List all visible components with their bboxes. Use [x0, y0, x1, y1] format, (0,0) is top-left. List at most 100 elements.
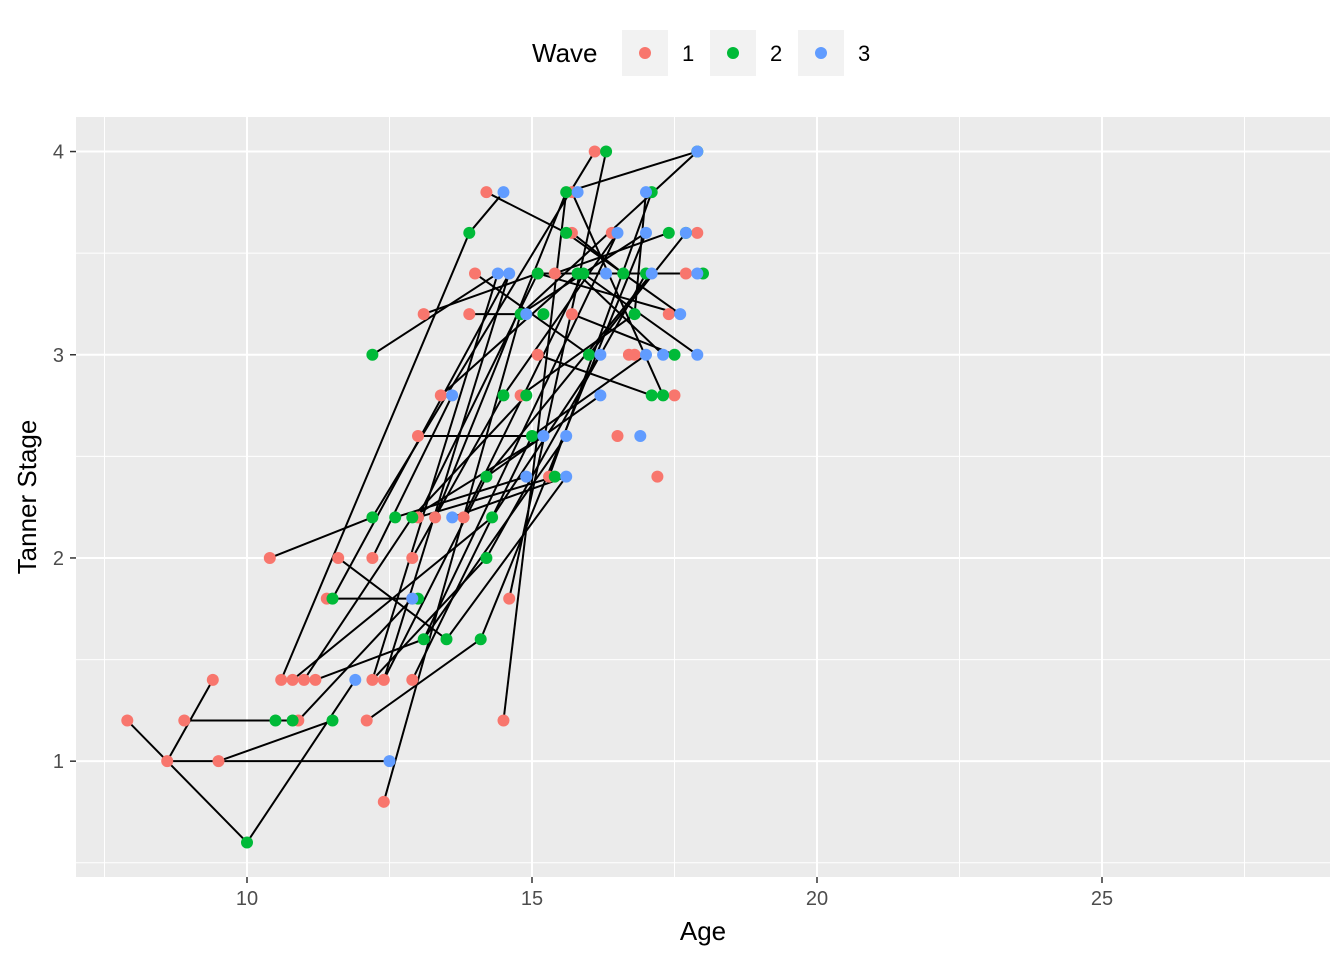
- x-tick-label: 25: [1091, 888, 1113, 910]
- trajectory-line: [571, 313, 675, 356]
- data-point-wave-1: [377, 673, 390, 686]
- data-point-wave-1: [360, 714, 373, 727]
- data-point-wave-2: [417, 633, 430, 646]
- data-point-wave-3: [520, 470, 533, 483]
- data-point-wave-1: [286, 673, 299, 686]
- data-point-wave-2: [520, 389, 533, 402]
- data-point-wave-1: [434, 389, 447, 402]
- data-point-wave-1: [662, 308, 675, 321]
- data-point-wave-1: [548, 267, 561, 280]
- data-point-wave-1: [366, 673, 379, 686]
- data-point-wave-1: [668, 389, 681, 402]
- trajectory-line: [371, 557, 488, 681]
- data-point-wave-1: [406, 673, 419, 686]
- data-point-wave-1: [206, 673, 219, 686]
- data-point-wave-3: [446, 511, 459, 524]
- data-point-wave-3: [560, 470, 573, 483]
- trajectory-line: [366, 638, 482, 722]
- data-point-wave-2: [326, 592, 339, 605]
- data-point-wave-1: [457, 511, 470, 524]
- x-axis-title: Age: [680, 916, 726, 946]
- data-point-wave-1: [121, 714, 134, 727]
- trajectory-line: [218, 719, 333, 763]
- data-point-wave-1: [429, 511, 442, 524]
- data-point-wave-3: [383, 755, 396, 768]
- x-tick-label: 15: [521, 888, 543, 910]
- data-point-wave-2: [389, 511, 402, 524]
- data-point-wave-3: [491, 267, 504, 280]
- data-point-wave-2: [657, 389, 670, 402]
- data-point-wave-1: [565, 308, 578, 321]
- trajectory-line: [570, 191, 665, 396]
- trajectory-line: [417, 475, 556, 519]
- grid-minor: [76, 117, 1330, 877]
- legend-dot-wave-1: [639, 47, 651, 59]
- trajectory-line: [371, 151, 596, 518]
- data-point-wave-1: [480, 186, 493, 199]
- data-point-wave-2: [366, 348, 379, 361]
- trajectory-line: [371, 273, 499, 681]
- data-point-wave-1: [628, 348, 641, 361]
- data-point-wave-3: [640, 186, 652, 199]
- data-point-wave-3: [645, 267, 658, 280]
- plot-panel: [76, 117, 1330, 877]
- data-point-wave-3: [497, 186, 510, 199]
- data-point-wave-3: [611, 226, 624, 239]
- trajectory-line: [485, 272, 647, 559]
- y-tick-label: 1: [53, 751, 64, 773]
- data-point-wave-2: [474, 633, 487, 646]
- data-point-wave-1: [531, 348, 544, 361]
- data-point-wave-3: [640, 348, 652, 361]
- data-point-wave-1: [212, 755, 225, 768]
- y-axis-title: Tanner Stage: [12, 420, 42, 575]
- data-point-wave-1: [497, 714, 510, 727]
- data-point-wave-2: [486, 511, 499, 524]
- data-point-wave-1: [161, 755, 174, 768]
- data-point-wave-3: [679, 226, 692, 239]
- trajectory-line: [269, 516, 373, 559]
- data-point-wave-3: [537, 430, 550, 443]
- y-tick-label: 4: [53, 142, 64, 164]
- trajectory-line: [508, 151, 608, 599]
- data-point-wave-2: [480, 470, 493, 483]
- y-axis: 1 2 3 4: [53, 142, 76, 773]
- data-point-wave-2: [560, 226, 573, 239]
- trajectory-line: [554, 231, 670, 275]
- trajectory-line: [371, 394, 454, 559]
- data-point-wave-1: [463, 308, 476, 321]
- data-point-wave-3: [600, 267, 613, 280]
- data-point-wave-3: [571, 186, 584, 199]
- trajectory-line: [411, 394, 528, 519]
- data-point-wave-2: [560, 186, 573, 199]
- data-point-wave-1: [377, 795, 390, 808]
- legend-label-wave-3: 3: [858, 41, 870, 66]
- data-point-wave-1: [651, 470, 664, 483]
- data-point-wave-1: [263, 551, 276, 564]
- legend-dot-wave-3: [815, 47, 827, 59]
- data-point-wave-2: [531, 267, 544, 280]
- legend: Wave 1 2 3: [532, 30, 870, 76]
- data-point-wave-2: [526, 430, 538, 443]
- data-point-wave-2: [600, 145, 613, 158]
- data-point-wave-2: [617, 267, 630, 280]
- data-point-wave-2: [645, 389, 658, 402]
- data-point-wave-3: [674, 308, 687, 321]
- data-point-wave-2: [537, 308, 550, 321]
- data-point-wave-1: [417, 308, 430, 321]
- trajectory-line: [485, 272, 653, 478]
- data-point-wave-1: [679, 267, 692, 280]
- data-point-wave-3: [691, 267, 704, 280]
- data-point-wave-3: [503, 267, 516, 280]
- y-tick-label: 2: [53, 548, 64, 570]
- x-axis: 10 15 20 25: [236, 877, 1113, 910]
- data-point-wave-1: [309, 673, 322, 686]
- legend-label-wave-2: 2: [770, 41, 782, 66]
- data-point-wave-3: [349, 673, 362, 686]
- trajectory-line: [394, 475, 527, 519]
- data-points: [121, 145, 709, 849]
- data-point-wave-3: [520, 308, 533, 321]
- data-point-wave-1: [178, 714, 191, 727]
- legend-dot-wave-2: [727, 47, 739, 59]
- data-point-wave-1: [588, 145, 601, 158]
- data-point-wave-3: [594, 389, 607, 402]
